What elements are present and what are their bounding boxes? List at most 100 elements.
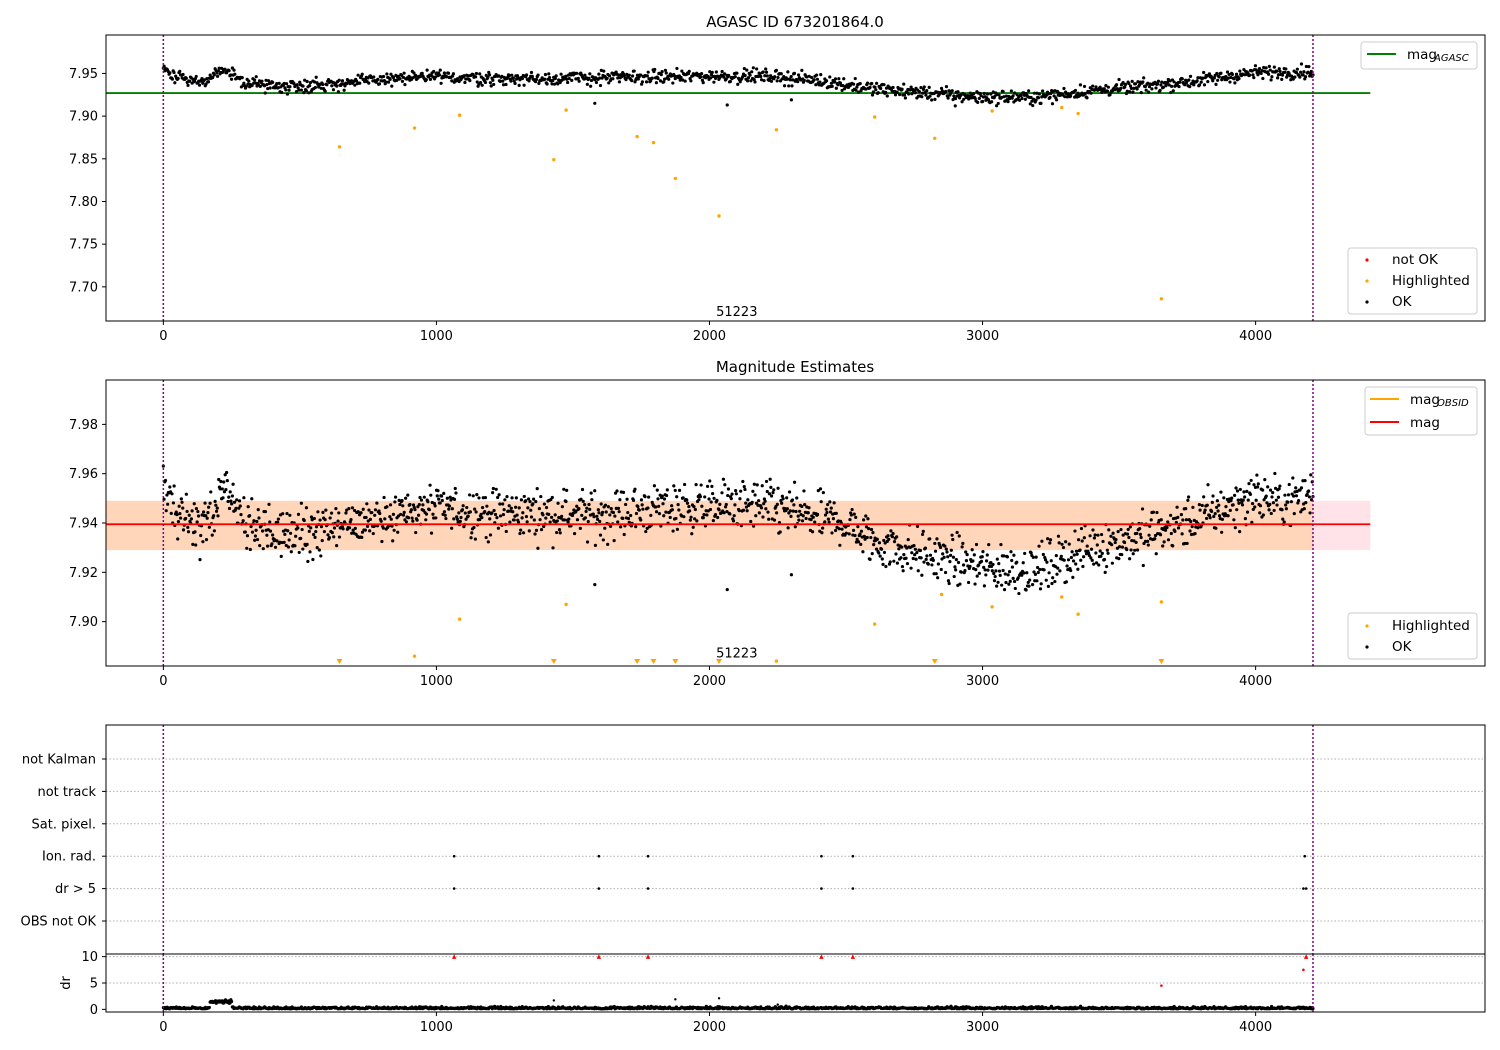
ok-point [940, 557, 944, 561]
ok-point [789, 573, 794, 577]
ok-point [443, 513, 447, 517]
ok-point [1030, 582, 1035, 587]
flag-event-point [851, 854, 855, 858]
ok-point [913, 553, 917, 557]
legend-box [1347, 612, 1478, 660]
ok-point [214, 503, 218, 507]
ok-point [352, 508, 357, 513]
ok-point [1141, 563, 1145, 568]
y-tick-label: 5 [90, 977, 98, 992]
ok-point [1266, 72, 1271, 76]
ok-point [1106, 551, 1110, 555]
ok-point [468, 493, 472, 497]
ok-point [769, 494, 774, 498]
ok-point [1091, 528, 1095, 532]
ok-point [611, 510, 616, 515]
ok-point [330, 84, 334, 88]
ok-point [539, 494, 543, 499]
ok-point [863, 537, 867, 541]
ok-point [828, 510, 833, 514]
ok-point [1252, 76, 1256, 80]
ok-point [1286, 500, 1290, 504]
ok-point [713, 512, 718, 517]
ok-point [1261, 488, 1265, 492]
x-tick-label: 3000 [966, 1020, 999, 1035]
ok-point [450, 79, 454, 83]
ok-point [882, 83, 886, 87]
ok-point [1117, 545, 1122, 549]
ok-point [621, 516, 625, 520]
ok-point [1202, 495, 1206, 499]
ok-point [779, 72, 783, 76]
ok-point [457, 511, 461, 515]
ok-point [321, 82, 325, 87]
ok-point [420, 71, 424, 75]
ok-point [1205, 503, 1209, 507]
ok-point [1236, 498, 1240, 502]
ok-point [603, 526, 607, 530]
ok-point [657, 504, 661, 508]
ok-point [321, 510, 325, 514]
ok-point [1036, 570, 1040, 575]
ok-point [512, 79, 516, 83]
ok-point [1031, 103, 1035, 108]
ok-point [764, 67, 768, 71]
ok-point [904, 556, 908, 560]
ok-point [753, 493, 757, 497]
ok-point [1117, 77, 1121, 82]
ok-point [1195, 79, 1199, 83]
ok-point [1078, 548, 1082, 552]
ok-point [854, 88, 858, 92]
ok-point [1127, 81, 1131, 86]
ok-point [314, 529, 318, 534]
ok-point [393, 495, 398, 499]
ok-point [792, 480, 797, 484]
ok-point [212, 73, 216, 77]
ok-point [373, 513, 377, 517]
ok-point [751, 489, 755, 493]
ok-point [526, 497, 531, 501]
ok-point [716, 515, 720, 520]
ok-point [1272, 65, 1276, 69]
ok-point [411, 503, 416, 507]
ok-point [247, 79, 251, 83]
ok-point [1016, 576, 1020, 580]
ok-point [949, 553, 953, 557]
ok-point [473, 507, 477, 511]
ok-point [465, 505, 469, 510]
ok-point [593, 583, 597, 587]
flag-event-point [597, 887, 601, 890]
ok-point [537, 506, 541, 511]
ok-point [945, 550, 949, 554]
ok-point [486, 540, 490, 544]
ok-point [1284, 507, 1288, 511]
ok-point [745, 509, 749, 513]
ok-point [1135, 87, 1139, 91]
ok-point [1006, 100, 1010, 104]
ok-point [1011, 576, 1015, 581]
ok-point [741, 479, 745, 484]
ok-point [231, 482, 235, 486]
ok-point [478, 81, 483, 85]
ok-point [367, 81, 371, 85]
ok-point [566, 520, 570, 524]
ok-point [585, 82, 589, 86]
ok-point [595, 514, 599, 518]
ok-point [882, 550, 887, 555]
highlighted-point [939, 592, 944, 597]
ok-point [1217, 514, 1222, 518]
ok-point [579, 497, 583, 501]
ok-point [1131, 90, 1135, 94]
ok-point [318, 518, 322, 522]
ok-point [1282, 520, 1286, 524]
ok-point [1062, 86, 1066, 91]
ok-point [612, 539, 616, 543]
ok-point [838, 81, 843, 85]
ok-point [1144, 88, 1148, 92]
ok-point [1212, 514, 1216, 519]
ok-point [1022, 571, 1026, 575]
y-tick-label: 7.70 [69, 280, 98, 295]
ok-point [617, 510, 621, 514]
ok-point [170, 492, 174, 496]
